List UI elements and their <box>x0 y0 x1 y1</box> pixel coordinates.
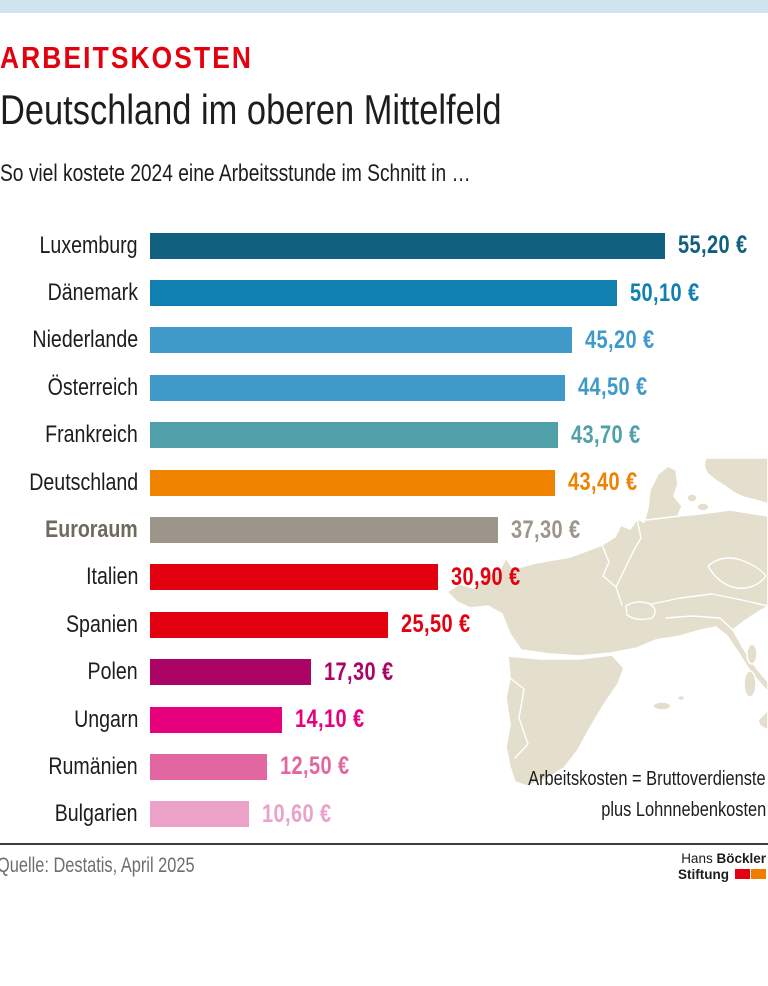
logo-hans: Hans <box>681 851 713 866</box>
annotation-line-2: plus Lohnnebenkosten <box>600 799 766 821</box>
footer-divider <box>0 843 768 845</box>
bar-value: 43,40 € <box>568 468 638 497</box>
bar-value: 14,10 € <box>295 705 365 734</box>
bar-label: Luxemburg <box>39 231 138 259</box>
bar <box>150 706 282 733</box>
chart-row: Deutschland 43,40 € <box>0 459 768 506</box>
chart-row: Bulgarien 10,60 € <box>0 791 768 838</box>
map-iberia <box>505 654 625 787</box>
chart-row: Spanien 25,50 € <box>0 601 768 648</box>
chart-row: Frankreich 43,70 € <box>0 412 768 459</box>
logo-mark <box>735 869 750 880</box>
map-border <box>625 601 656 621</box>
chart-row: Ungarn 14,10 € <box>0 696 768 743</box>
bar-label: Bulgarien <box>55 800 138 828</box>
chart-row: Polen 17,30 € <box>0 649 768 696</box>
bar-label: Ungarn <box>73 705 138 733</box>
map-border <box>707 557 767 589</box>
bar <box>150 801 249 828</box>
bar-label: Dänemark <box>47 279 138 307</box>
bar-label: Deutschland <box>29 468 138 496</box>
bar-value: 17,30 € <box>324 657 394 686</box>
map-island-corsica <box>746 643 758 665</box>
map-island-mallorca <box>652 701 672 711</box>
map-island <box>696 502 710 512</box>
bar-value: 12,50 € <box>280 752 350 781</box>
logo-stiftung: Stiftung <box>678 866 729 882</box>
bar <box>150 517 498 544</box>
chart-row: Euroraum 37,30 € <box>0 506 768 553</box>
europe-map-svg <box>446 457 768 787</box>
chart-row: Österreich 44,50 € <box>0 364 768 411</box>
bar-label: Euroraum <box>45 516 138 544</box>
bar-label: Spanien <box>66 610 138 638</box>
map-scandinavia <box>703 457 768 505</box>
bar-label: Österreich <box>47 373 138 401</box>
map-island <box>686 493 698 503</box>
bar <box>150 422 558 449</box>
annotation-line-1: Arbeitskosten = Bruttoverdienste <box>528 768 766 790</box>
source-note: Quelle: Destatis, April 2025 <box>0 854 250 878</box>
bar-label: Niederlande <box>32 326 138 354</box>
bar-value: 45,20 € <box>585 325 655 354</box>
bar <box>150 469 555 496</box>
bar <box>150 232 665 259</box>
bar <box>150 564 438 591</box>
bar-label: Frankreich <box>45 421 138 449</box>
map-border <box>601 544 623 606</box>
kicker: ARBEITSKOSTEN <box>0 40 298 76</box>
map-border <box>665 615 734 631</box>
bar-value: 44,50 € <box>578 373 648 402</box>
map-island-sicily <box>757 709 768 731</box>
bar-chart: Luxemburg 55,20 € Dänemark 50,10 € Niederlan… <box>0 222 768 838</box>
bar <box>150 327 572 354</box>
chart-row: Italien 30,90 € <box>0 554 768 601</box>
map-border <box>615 518 642 588</box>
chart-row: Dänemark 50,10 € <box>0 269 768 316</box>
publisher-logo: Hans Böckler Stiftung <box>678 851 766 882</box>
page-title-text: Deutschland im oberen Mittelfeld <box>0 86 502 133</box>
map-border <box>645 515 681 521</box>
europe-map-silhouette <box>440 457 768 803</box>
bar <box>150 659 311 686</box>
bar-value: 30,90 € <box>451 562 521 591</box>
chart-row: Rumänien 12,50 € <box>0 743 768 790</box>
kicker-text: ARBEITSKOSTEN <box>0 40 254 75</box>
bar-value: 43,70 € <box>571 420 641 449</box>
top-accent-bar <box>0 0 768 13</box>
logo-boeckler: Böckler <box>716 851 766 866</box>
bar-label: Italien <box>85 563 138 591</box>
bar-value: 25,50 € <box>401 610 471 639</box>
bar-value: 55,20 € <box>678 231 748 260</box>
source-note-text: Quelle: Destatis, April 2025 <box>0 854 195 877</box>
map-border <box>509 677 529 759</box>
map-island-sardinia <box>743 670 757 698</box>
logo-line-2: Stiftung <box>678 867 766 883</box>
chart-subtitle-text: So viel kostete 2024 eine Arbeitsstunde … <box>0 160 471 187</box>
page-title: Deutschland im oberen Mittelfeld <box>0 86 612 134</box>
chart-row: Niederlande 45,20 € <box>0 317 768 364</box>
chart-annotation: Arbeitskosten = Bruttoverdienste plus Lo… <box>476 764 766 826</box>
bar <box>150 280 617 307</box>
bar-value: 10,60 € <box>262 799 332 828</box>
bar-label: Rumänien <box>48 752 138 780</box>
logo-mark <box>751 869 766 880</box>
bar-value: 50,10 € <box>630 278 700 307</box>
bar-value: 37,30 € <box>511 515 581 544</box>
bar <box>150 753 267 780</box>
logo-line-1: Hans Böckler <box>678 851 766 867</box>
chart-row: Luxemburg 55,20 € <box>0 222 768 269</box>
map-island-menorca <box>676 694 686 702</box>
map-border <box>651 593 768 607</box>
bar <box>150 374 565 401</box>
logo-marks <box>735 869 766 880</box>
bar <box>150 611 388 638</box>
bar-label: Polen <box>87 658 138 686</box>
chart-subtitle: So viel kostete 2024 eine Arbeitsstunde … <box>0 160 588 188</box>
